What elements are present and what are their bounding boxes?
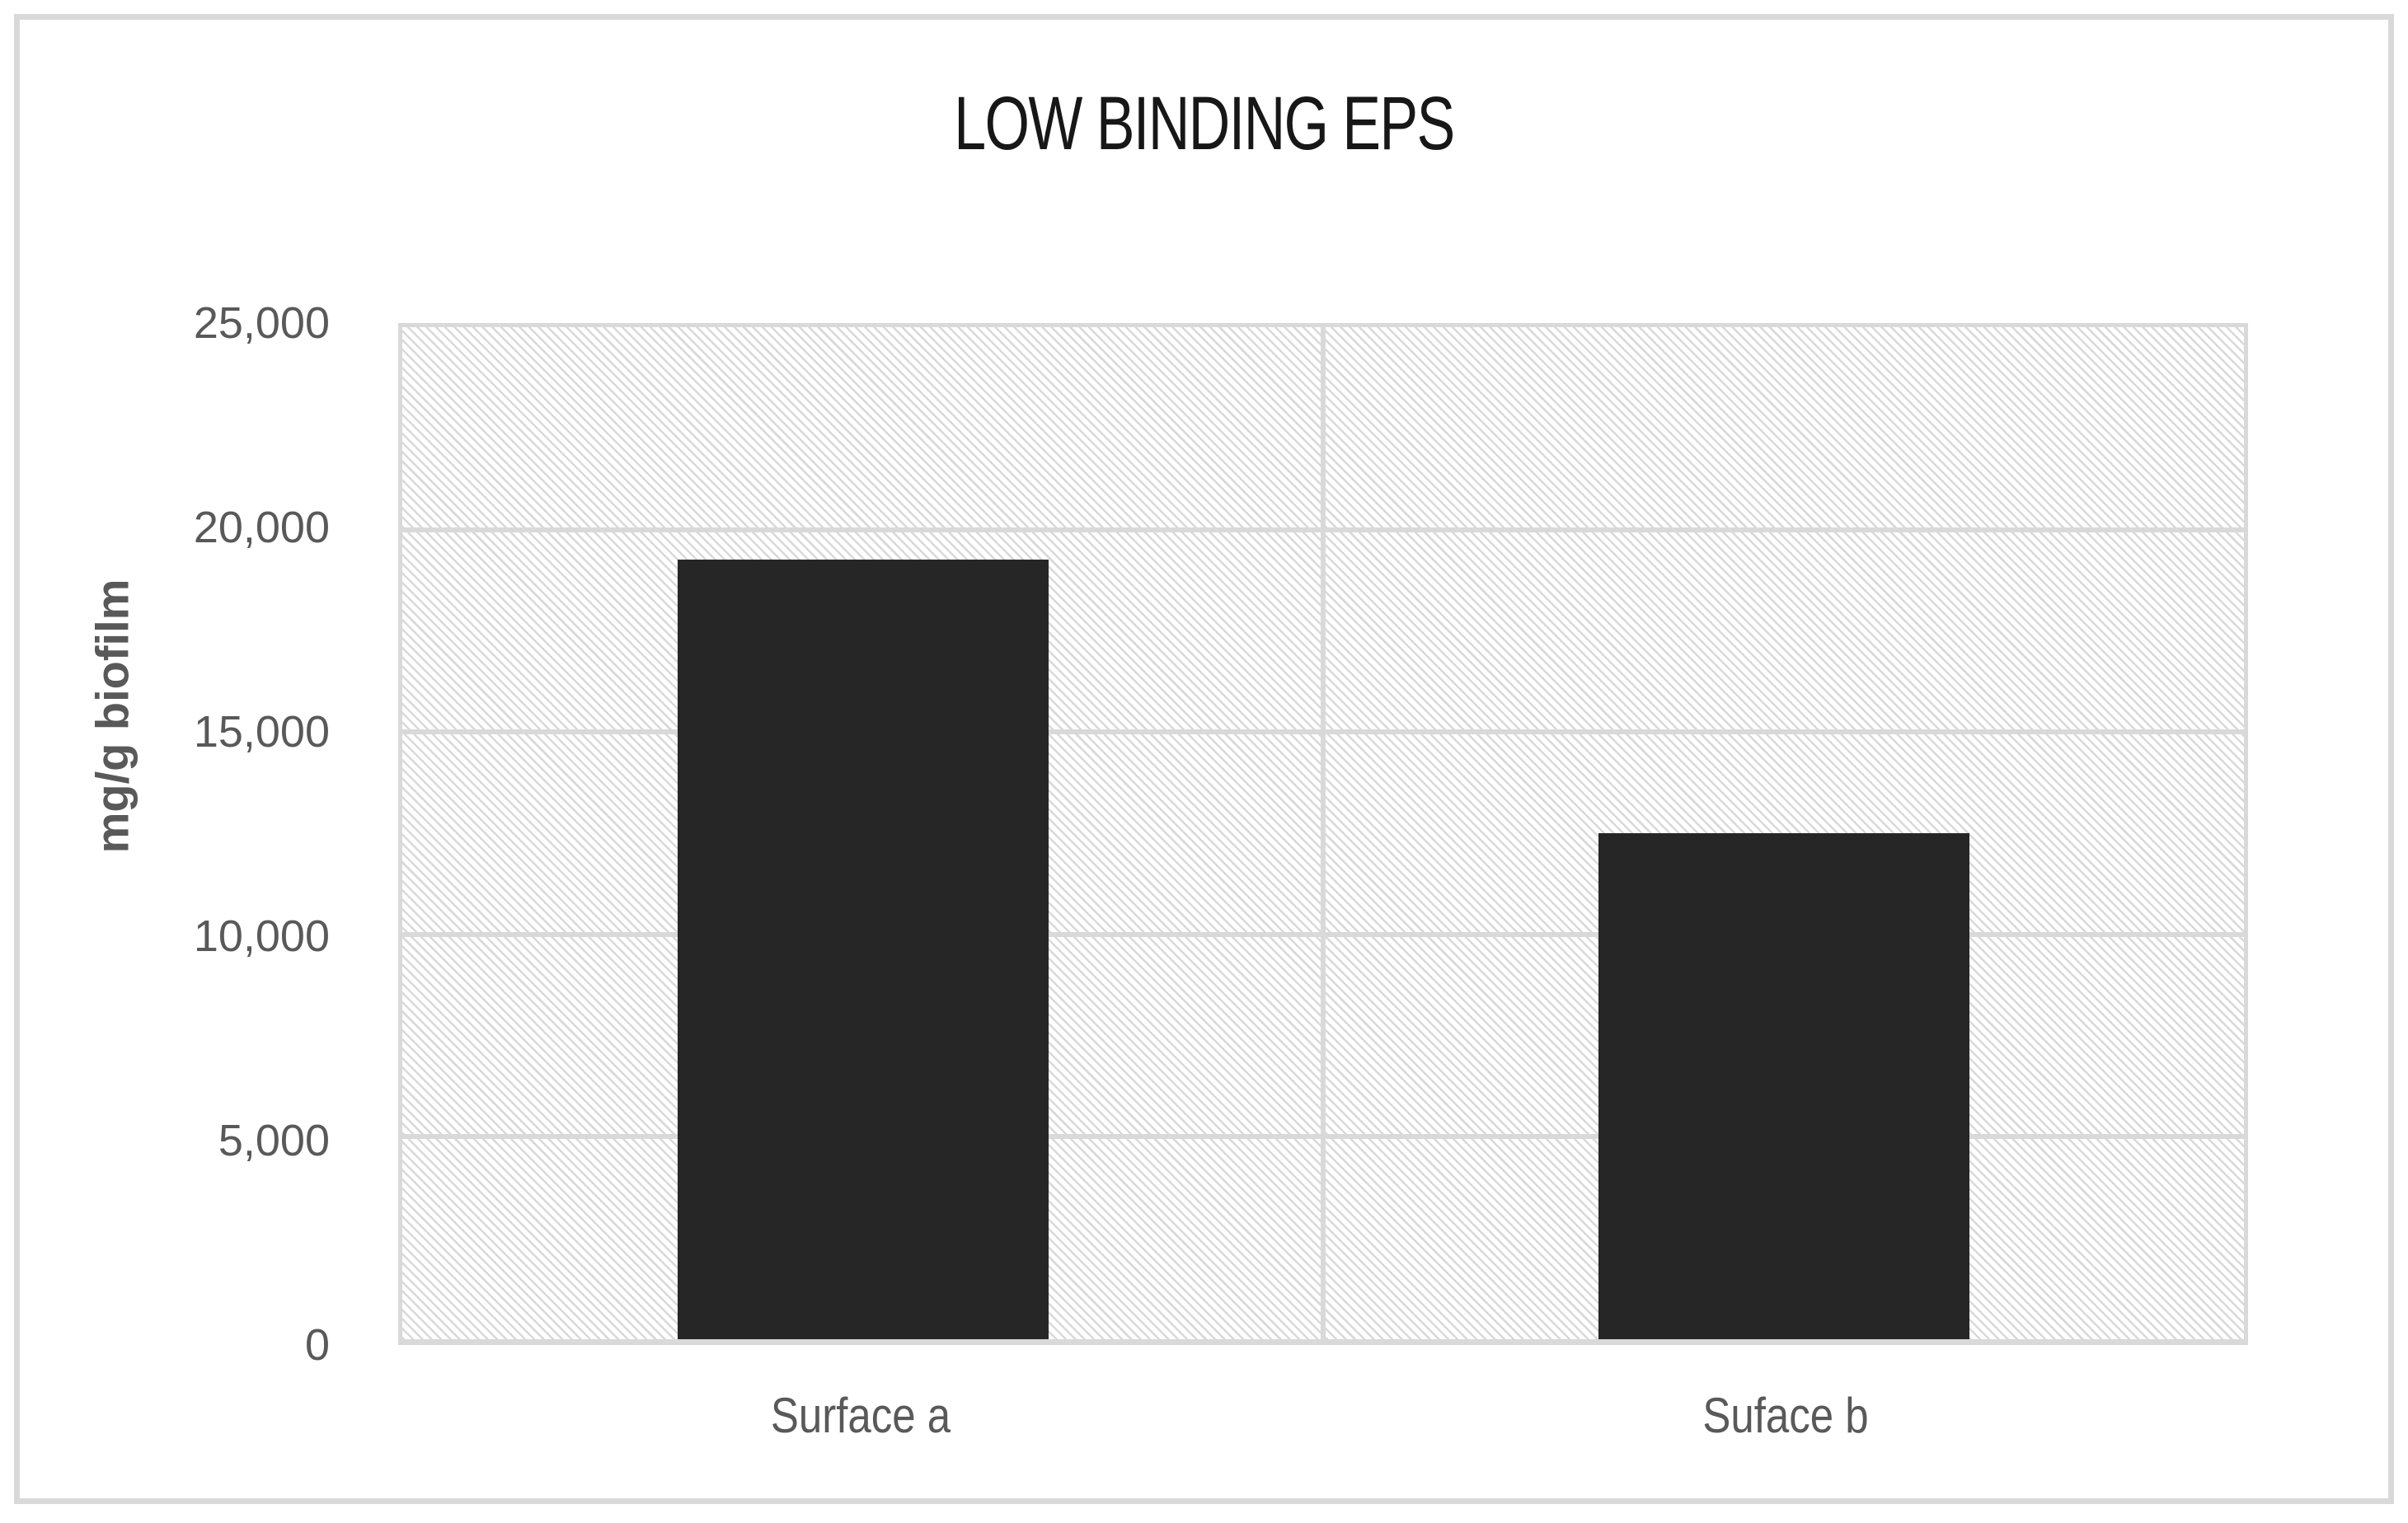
chart-frame: LOW BINDING EPS mg/g biofilm 25,000 20,00…	[14, 14, 2394, 1504]
y-tick-label: 25,000	[193, 298, 330, 348]
y-tick-labels: 25,000 20,000 15,000 10,000 5,000 0	[110, 298, 330, 1370]
x-category-label: Suface b	[1702, 1388, 1869, 1443]
y-tick-label: 5,000	[218, 1116, 330, 1165]
y-tick-label: 0	[304, 1320, 330, 1370]
bar-suface-b	[1598, 833, 1969, 1339]
plot-area	[398, 323, 2248, 1345]
gridline-vertical-category-divider	[1321, 327, 1326, 1339]
x-category-label: Surface a	[770, 1388, 951, 1443]
y-tick-label: 10,000	[193, 911, 330, 961]
bar-surface-a	[677, 560, 1049, 1339]
y-tick-label: 15,000	[193, 707, 330, 757]
chart-title: LOW BINDING EPS	[954, 82, 1455, 166]
x-axis-labels: Surface a Suface b	[398, 1384, 2248, 1458]
y-tick-label: 20,000	[193, 503, 330, 552]
